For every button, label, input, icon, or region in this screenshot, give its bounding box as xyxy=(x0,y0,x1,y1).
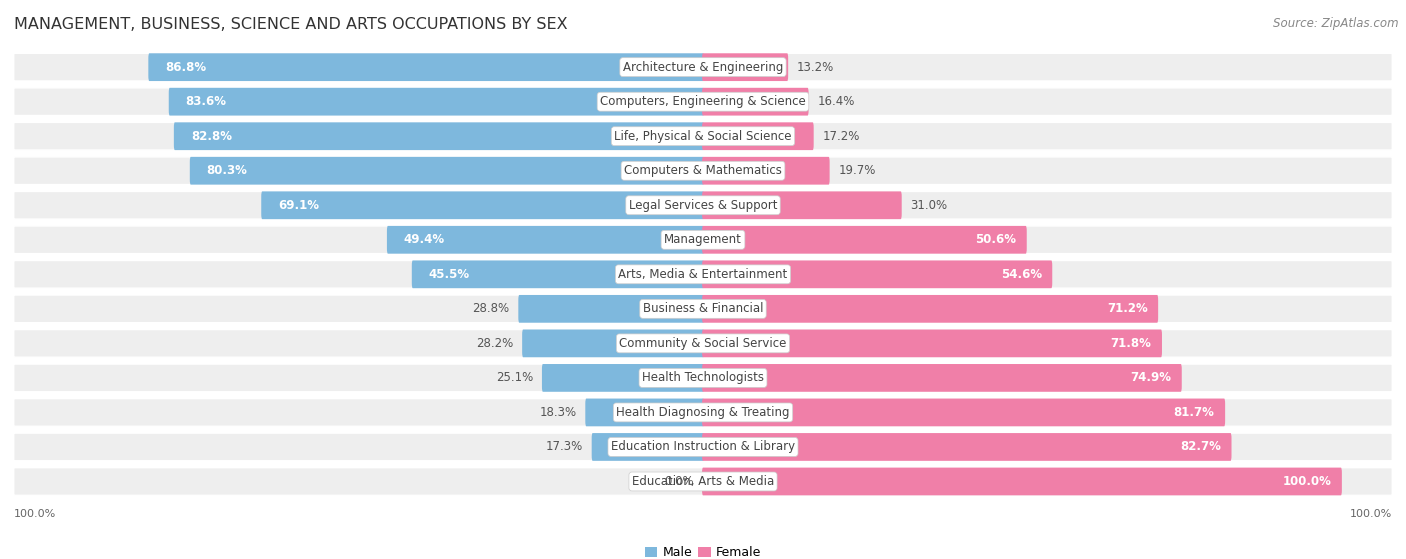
FancyBboxPatch shape xyxy=(541,364,704,392)
FancyBboxPatch shape xyxy=(702,364,1182,392)
FancyBboxPatch shape xyxy=(169,88,704,116)
FancyBboxPatch shape xyxy=(702,467,1341,495)
FancyBboxPatch shape xyxy=(14,226,1392,254)
Text: Education, Arts & Media: Education, Arts & Media xyxy=(631,475,775,488)
Text: 71.8%: 71.8% xyxy=(1111,337,1152,350)
Text: Architecture & Engineering: Architecture & Engineering xyxy=(623,61,783,74)
Text: MANAGEMENT, BUSINESS, SCIENCE AND ARTS OCCUPATIONS BY SEX: MANAGEMENT, BUSINESS, SCIENCE AND ARTS O… xyxy=(14,17,568,32)
FancyBboxPatch shape xyxy=(702,295,1159,323)
Text: 31.0%: 31.0% xyxy=(910,199,948,212)
FancyBboxPatch shape xyxy=(14,433,1392,461)
FancyBboxPatch shape xyxy=(702,191,901,219)
FancyBboxPatch shape xyxy=(14,330,1392,357)
Text: Life, Physical & Social Science: Life, Physical & Social Science xyxy=(614,130,792,143)
FancyBboxPatch shape xyxy=(585,399,704,427)
FancyBboxPatch shape xyxy=(14,191,1392,219)
FancyBboxPatch shape xyxy=(14,260,1392,288)
FancyBboxPatch shape xyxy=(14,157,1392,184)
Text: 69.1%: 69.1% xyxy=(278,199,319,212)
FancyBboxPatch shape xyxy=(702,226,1026,254)
Text: 100.0%: 100.0% xyxy=(1282,475,1331,488)
Text: 16.4%: 16.4% xyxy=(817,95,855,108)
Text: 74.9%: 74.9% xyxy=(1130,371,1171,385)
Text: 100.0%: 100.0% xyxy=(14,509,56,519)
Text: Education Instruction & Library: Education Instruction & Library xyxy=(612,440,794,453)
FancyBboxPatch shape xyxy=(702,122,814,150)
FancyBboxPatch shape xyxy=(14,53,1392,81)
FancyBboxPatch shape xyxy=(702,53,789,81)
FancyBboxPatch shape xyxy=(14,399,1392,426)
FancyBboxPatch shape xyxy=(702,399,1225,427)
FancyBboxPatch shape xyxy=(702,329,1161,357)
Text: Arts, Media & Entertainment: Arts, Media & Entertainment xyxy=(619,268,787,281)
FancyBboxPatch shape xyxy=(190,157,704,184)
FancyBboxPatch shape xyxy=(522,329,704,357)
Text: 82.7%: 82.7% xyxy=(1180,440,1220,453)
Text: 17.2%: 17.2% xyxy=(823,130,859,143)
FancyBboxPatch shape xyxy=(702,157,830,184)
Text: Management: Management xyxy=(664,233,742,247)
Text: 50.6%: 50.6% xyxy=(976,233,1017,247)
FancyBboxPatch shape xyxy=(519,295,704,323)
Legend: Male, Female: Male, Female xyxy=(640,541,766,559)
FancyBboxPatch shape xyxy=(702,88,808,116)
Text: 81.7%: 81.7% xyxy=(1174,406,1215,419)
Text: 19.7%: 19.7% xyxy=(838,164,876,177)
Text: 100.0%: 100.0% xyxy=(1350,509,1392,519)
Text: 28.2%: 28.2% xyxy=(477,337,513,350)
FancyBboxPatch shape xyxy=(14,122,1392,150)
Text: Health Diagnosing & Treating: Health Diagnosing & Treating xyxy=(616,406,790,419)
FancyBboxPatch shape xyxy=(174,122,704,150)
Text: 54.6%: 54.6% xyxy=(1001,268,1042,281)
Text: Health Technologists: Health Technologists xyxy=(643,371,763,385)
FancyBboxPatch shape xyxy=(14,88,1392,116)
Text: 71.2%: 71.2% xyxy=(1107,302,1147,315)
FancyBboxPatch shape xyxy=(14,468,1392,495)
FancyBboxPatch shape xyxy=(412,260,704,288)
Text: 80.3%: 80.3% xyxy=(207,164,247,177)
FancyBboxPatch shape xyxy=(702,260,1052,288)
Text: Source: ZipAtlas.com: Source: ZipAtlas.com xyxy=(1274,17,1399,30)
Text: 86.8%: 86.8% xyxy=(166,61,207,74)
FancyBboxPatch shape xyxy=(262,191,704,219)
Text: 0.0%: 0.0% xyxy=(664,475,693,488)
Text: Computers & Mathematics: Computers & Mathematics xyxy=(624,164,782,177)
Text: 25.1%: 25.1% xyxy=(496,371,533,385)
Text: Legal Services & Support: Legal Services & Support xyxy=(628,199,778,212)
Text: Business & Financial: Business & Financial xyxy=(643,302,763,315)
Text: 17.3%: 17.3% xyxy=(546,440,583,453)
FancyBboxPatch shape xyxy=(14,295,1392,323)
FancyBboxPatch shape xyxy=(702,433,1232,461)
FancyBboxPatch shape xyxy=(592,433,704,461)
Text: 13.2%: 13.2% xyxy=(797,61,834,74)
Text: 45.5%: 45.5% xyxy=(429,268,470,281)
Text: 83.6%: 83.6% xyxy=(186,95,226,108)
FancyBboxPatch shape xyxy=(14,364,1392,392)
Text: 28.8%: 28.8% xyxy=(472,302,510,315)
Text: Computers, Engineering & Science: Computers, Engineering & Science xyxy=(600,95,806,108)
FancyBboxPatch shape xyxy=(387,226,704,254)
Text: Community & Social Service: Community & Social Service xyxy=(619,337,787,350)
FancyBboxPatch shape xyxy=(149,53,704,81)
Text: 82.8%: 82.8% xyxy=(191,130,232,143)
Text: 49.4%: 49.4% xyxy=(404,233,444,247)
Text: 18.3%: 18.3% xyxy=(540,406,576,419)
